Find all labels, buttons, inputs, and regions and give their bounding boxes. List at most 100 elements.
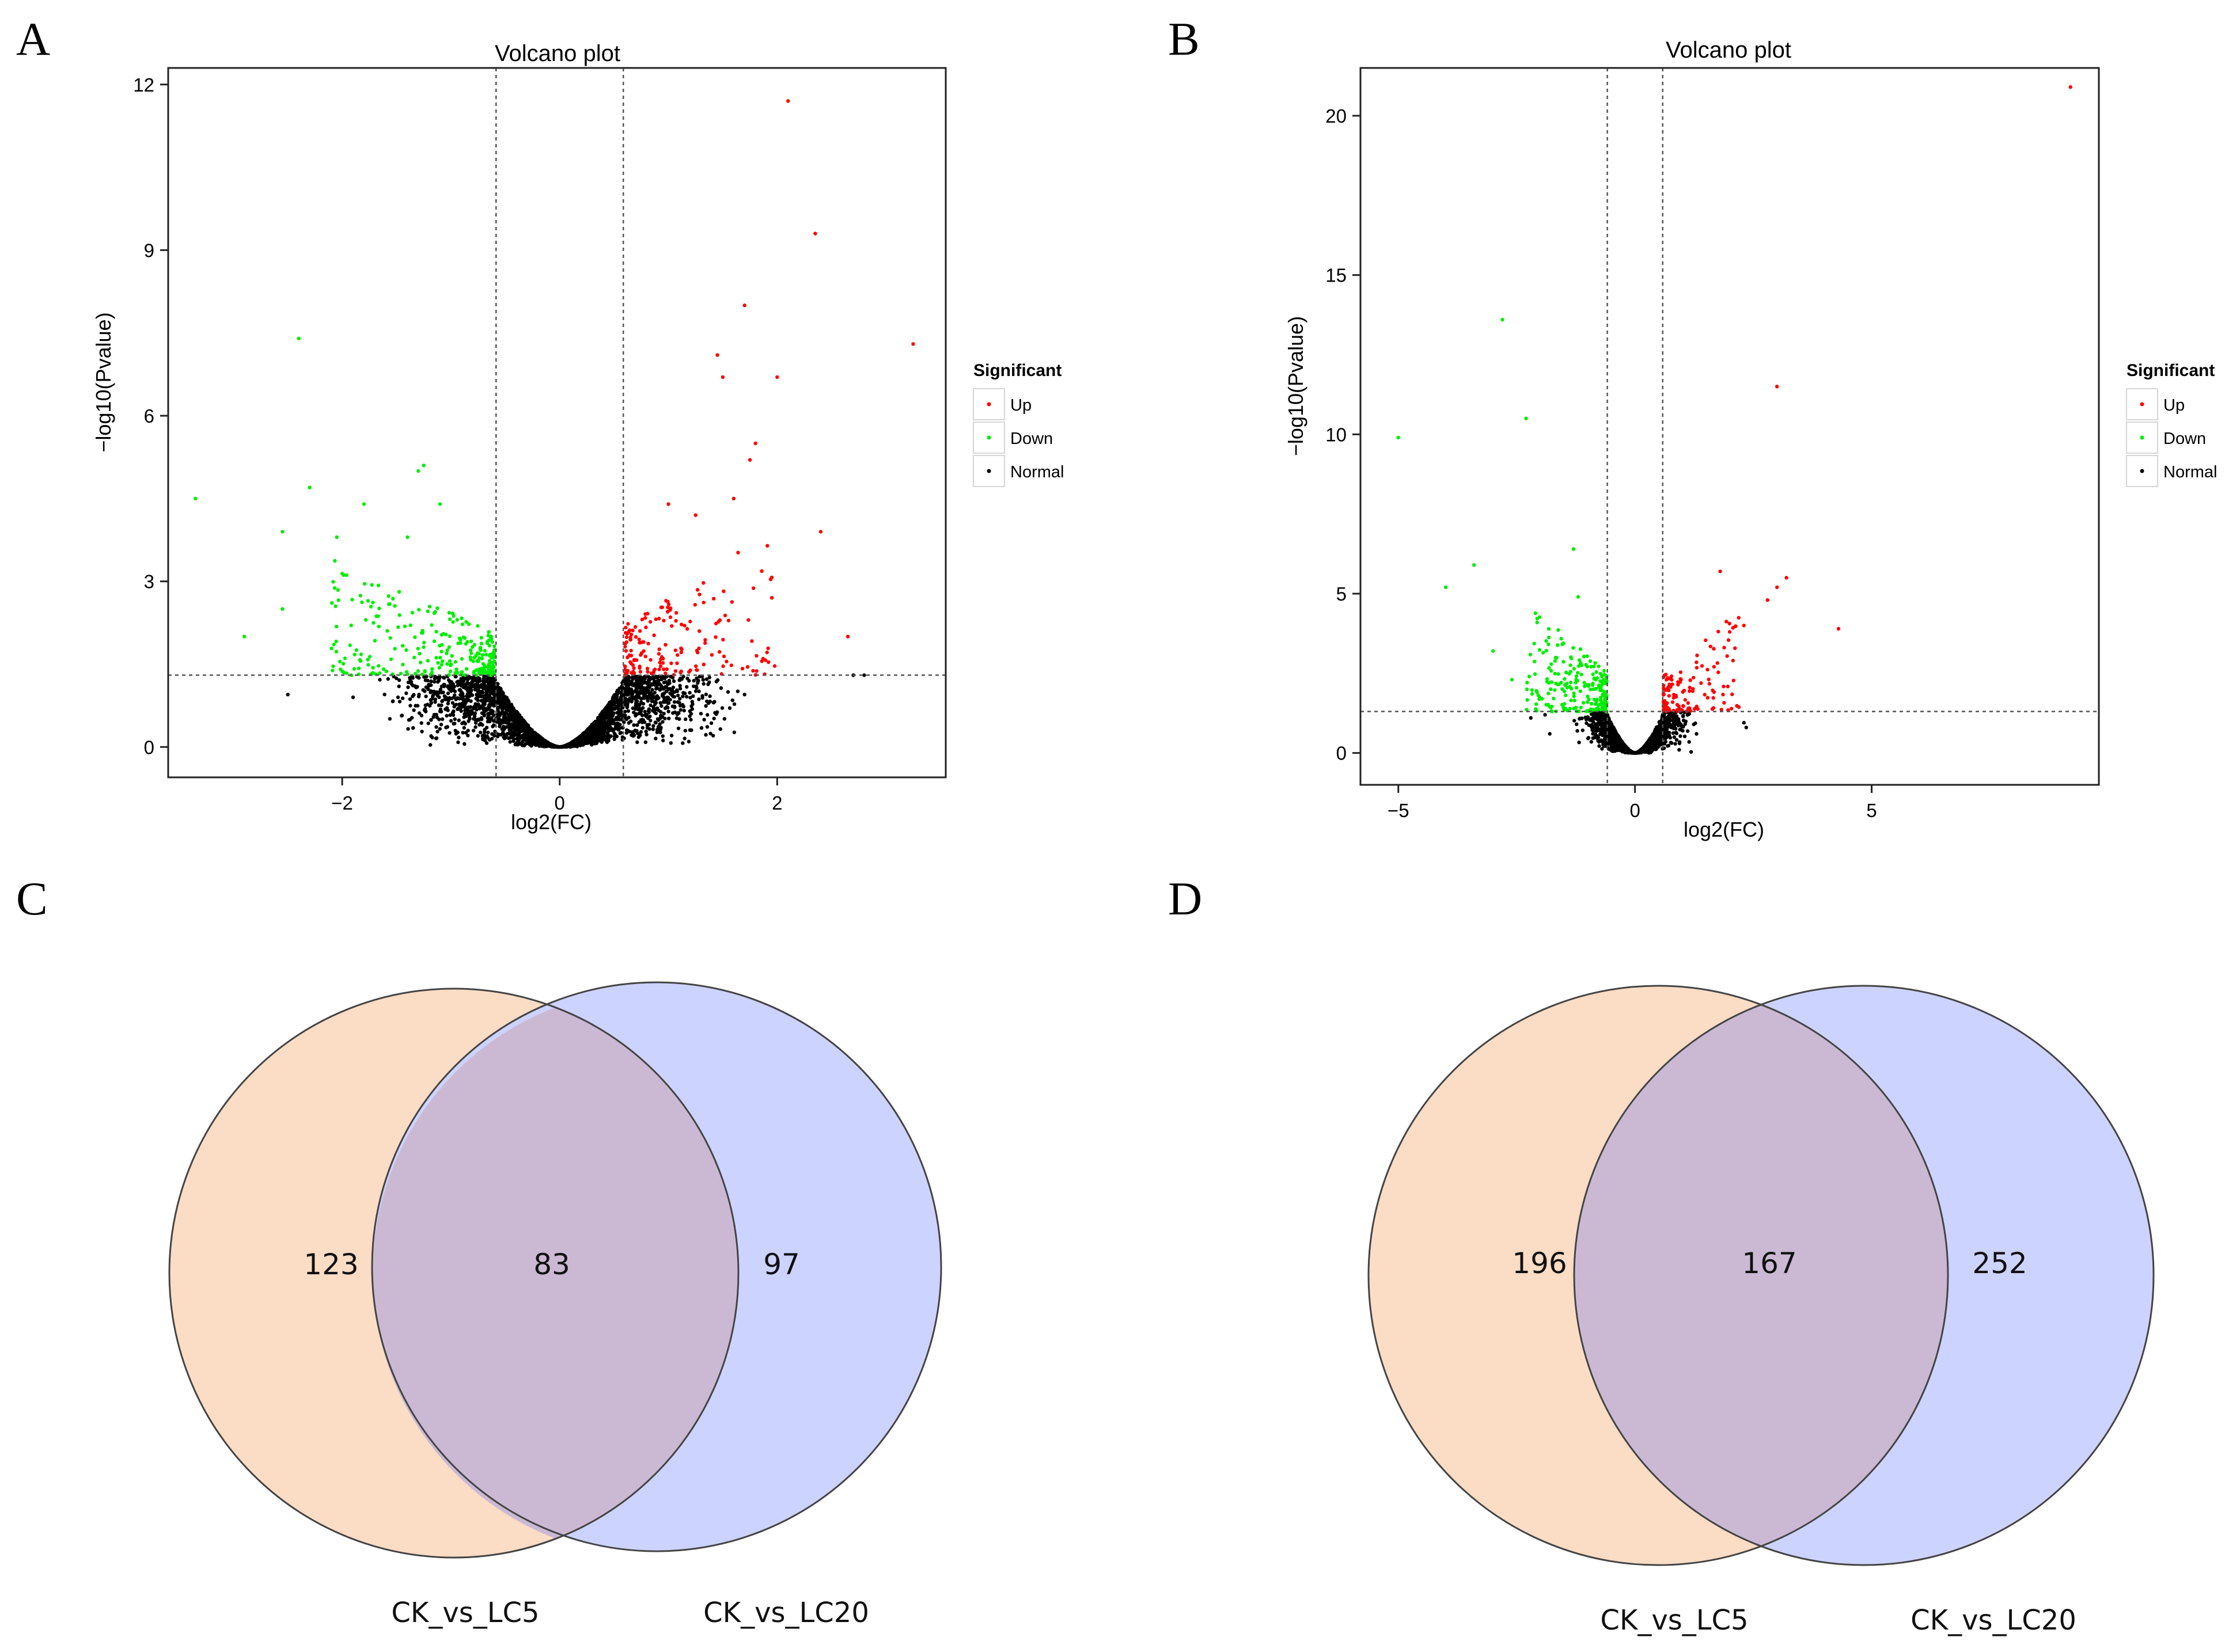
point-normal-a — [505, 733, 509, 737]
point-normal-a — [412, 693, 416, 697]
point-up-a — [695, 588, 700, 592]
point-up-a — [664, 643, 668, 647]
point-normal-a — [434, 736, 439, 740]
point-normal-a — [590, 734, 594, 738]
point-down-a — [432, 639, 437, 643]
point-normal-a — [676, 726, 681, 731]
point-down-a — [439, 633, 444, 637]
point-normal-a — [463, 721, 467, 726]
point-up-a — [753, 441, 757, 446]
point-normal-a — [498, 686, 502, 690]
point-up-a — [628, 628, 632, 632]
point-down-a — [469, 639, 473, 644]
point-normal-a — [679, 708, 683, 712]
point-normal-a — [674, 716, 679, 720]
point-normal-a — [697, 697, 701, 701]
point-normal-a — [635, 740, 639, 745]
point-normal-a — [442, 676, 446, 680]
point-normal-a — [400, 713, 404, 718]
point-normal-a — [448, 713, 452, 717]
point-down-a — [359, 652, 363, 656]
point-down-a — [388, 636, 392, 640]
point-normal-a — [465, 681, 469, 685]
point-down-a — [474, 654, 478, 658]
point-down-a — [384, 669, 389, 674]
point-down-a — [416, 647, 420, 651]
point-down-a — [416, 669, 420, 673]
point-normal-a — [435, 680, 440, 684]
point-normal-a — [457, 735, 461, 740]
point-up-a — [658, 660, 662, 664]
point-normal-b — [1672, 735, 1676, 739]
point-normal-a — [652, 696, 657, 700]
point-normal-a — [476, 704, 480, 708]
point-normal-a — [692, 679, 696, 683]
point-normal-a — [513, 723, 517, 727]
point-normal-a — [453, 717, 457, 721]
point-normal-b — [1668, 735, 1673, 740]
point-normal-a — [551, 744, 555, 748]
point-down-a — [405, 535, 410, 540]
point-normal-a — [612, 731, 617, 736]
point-normal-a — [593, 730, 597, 734]
point-normal-a — [668, 691, 672, 696]
plot-title-b: Volcano plot — [1666, 37, 1791, 63]
point-normal-a — [695, 686, 699, 690]
point-normal-b — [1689, 750, 1693, 754]
point-normal-a — [663, 706, 668, 711]
point-up-a — [626, 655, 630, 659]
point-down-a — [362, 582, 367, 586]
point-down-a — [372, 621, 376, 625]
point-normal-a — [563, 745, 567, 749]
point-normal-a — [526, 739, 530, 743]
point-normal-a — [433, 679, 437, 684]
point-normal-b — [1662, 742, 1666, 746]
point-normal-a — [435, 715, 439, 720]
point-normal-b — [1589, 740, 1593, 744]
point-up-a — [652, 633, 656, 637]
point-normal-a — [625, 728, 629, 732]
point-down-a — [373, 639, 377, 643]
point-normal-a — [419, 713, 424, 717]
point-down-a — [358, 594, 362, 598]
point-up-a — [710, 653, 714, 657]
point-normal-a — [424, 685, 429, 689]
point-down-a — [477, 652, 481, 656]
point-normal-a — [689, 717, 693, 722]
point-down-a — [472, 643, 477, 647]
point-down-a — [369, 605, 373, 609]
point-up-a — [818, 530, 823, 534]
point-normal-a — [579, 738, 583, 742]
point-normal-a — [689, 728, 693, 732]
point-up-a — [723, 613, 727, 618]
point-down-a — [440, 659, 445, 663]
point-normal-a — [489, 683, 494, 688]
point-normal-a — [516, 719, 521, 723]
point-up-a — [673, 648, 678, 652]
point-normal-a — [640, 726, 645, 730]
point-normal-a — [414, 685, 418, 690]
point-down-a — [334, 650, 339, 654]
point-down-a — [445, 651, 449, 656]
point-normal-a — [639, 688, 643, 692]
point-down-a — [434, 656, 438, 660]
point-up-a — [698, 629, 702, 633]
point-up-a — [638, 640, 642, 645]
point-up-a — [631, 628, 635, 633]
point-normal-a — [672, 694, 677, 699]
point-normal-a — [417, 692, 421, 697]
point-up-a — [629, 654, 634, 658]
point-normal-a — [634, 701, 638, 705]
point-down-a — [426, 609, 430, 613]
point-up-a — [629, 632, 634, 637]
point-down-a — [386, 594, 391, 598]
point-normal-a — [404, 691, 408, 696]
point-normal-a — [432, 689, 436, 694]
point-normal-a — [665, 689, 669, 694]
point-normal-a — [645, 726, 650, 730]
point-down-a — [335, 535, 339, 540]
point-up-a — [748, 458, 752, 462]
point-normal-a — [388, 717, 392, 721]
point-normal-a — [421, 688, 425, 692]
point-up-a — [665, 667, 669, 671]
